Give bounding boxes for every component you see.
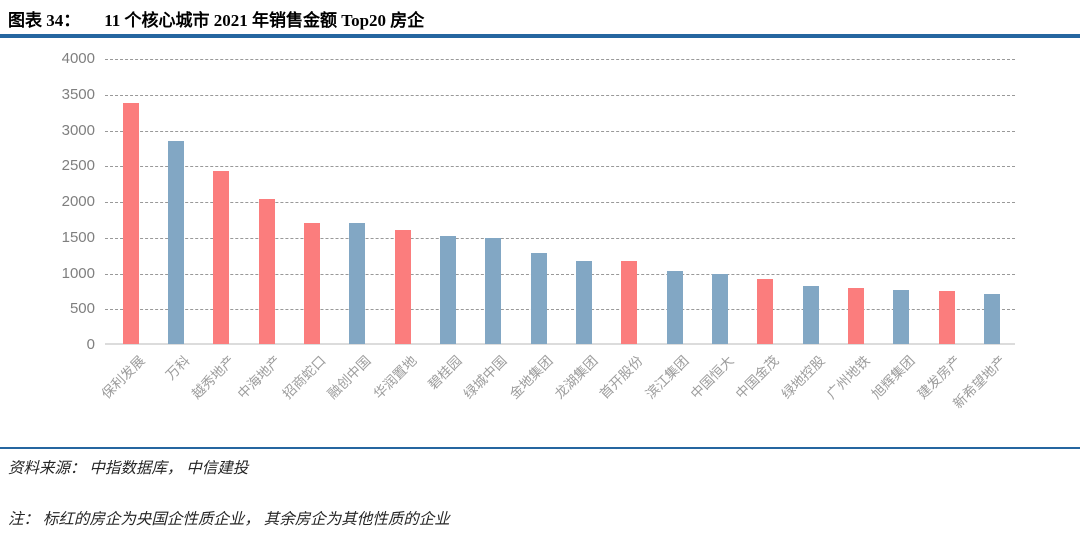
bar-绿地控股 (802, 286, 819, 344)
bar-保利发展 (122, 103, 139, 344)
gridline-1500 (105, 237, 1015, 239)
note-text: 注： 标红的房企为央国企性质企业， 其余房企为其他性质的企业 (8, 511, 450, 528)
bar-中国恒大 (711, 273, 728, 344)
gridline-3500 (105, 94, 1015, 96)
figure-title: 11 个核心城市 2021 年销售金额 Top20 房企 (104, 11, 425, 30)
gridline-500 (105, 309, 1015, 311)
figure-label: 图表 34： (8, 11, 81, 30)
bar-万科 (168, 141, 185, 344)
bar-招商蛇口 (304, 222, 321, 344)
bar-金地集团 (530, 253, 547, 344)
bar-华润置地 (394, 229, 411, 344)
plot-area (105, 59, 1015, 345)
y-tick-label: 1000 (61, 264, 95, 282)
y-tick-label: 4000 (61, 50, 95, 67)
title-divider-rule (0, 34, 1080, 38)
figure-header: 图表 34： 11 个核心城市 2021 年销售金额 Top20 房企 (8, 6, 1072, 31)
bar-中国金茂 (757, 279, 774, 344)
bar-融创中国 (349, 223, 366, 344)
gridline-2500 (105, 166, 1015, 168)
gridline-3000 (105, 130, 1015, 132)
bar-首开股份 (621, 261, 638, 344)
bar-滨江集团 (666, 270, 683, 344)
bar-旭辉集团 (893, 289, 910, 344)
bar-中海地产 (258, 199, 275, 344)
y-tick-label: 0 (86, 336, 95, 353)
gridline-1000 (105, 273, 1015, 275)
x-axis-labels: 保利发展 万科 越秀地产 中海地产 招商蛇口 融创中国 华润置地 碧桂园 绿城中国 金地集团 龙湖集… (99, 345, 1015, 460)
x-axis-line (105, 343, 1015, 345)
gridline-4000 (105, 59, 1015, 60)
bar-越秀地产 (213, 170, 230, 344)
gridline-2000 (105, 202, 1015, 203)
y-tick-label: 3500 (61, 85, 95, 103)
y-tick-label: 500 (69, 300, 95, 318)
y-axis-labels: 0 500 1000 1500 2000 2500 3000 3500 4000 (0, 50, 95, 353)
bar-建发房产 (938, 291, 955, 344)
bar-碧桂园 (440, 236, 456, 344)
footer-divider-rule (0, 447, 1080, 449)
y-tick-label: 1500 (61, 228, 95, 246)
source-text: 资料来源： 中指数据库， 中信建投 (8, 460, 249, 477)
y-tick-label: 2000 (61, 193, 95, 210)
y-tick-label: 3000 (61, 121, 95, 139)
bar-龙湖集团 (576, 260, 592, 344)
y-tick-label: 2500 (61, 157, 95, 175)
bar-绿城中国 (485, 237, 502, 344)
bar-新希望地产 (983, 294, 1000, 344)
bar-广州地铁 (847, 288, 864, 344)
